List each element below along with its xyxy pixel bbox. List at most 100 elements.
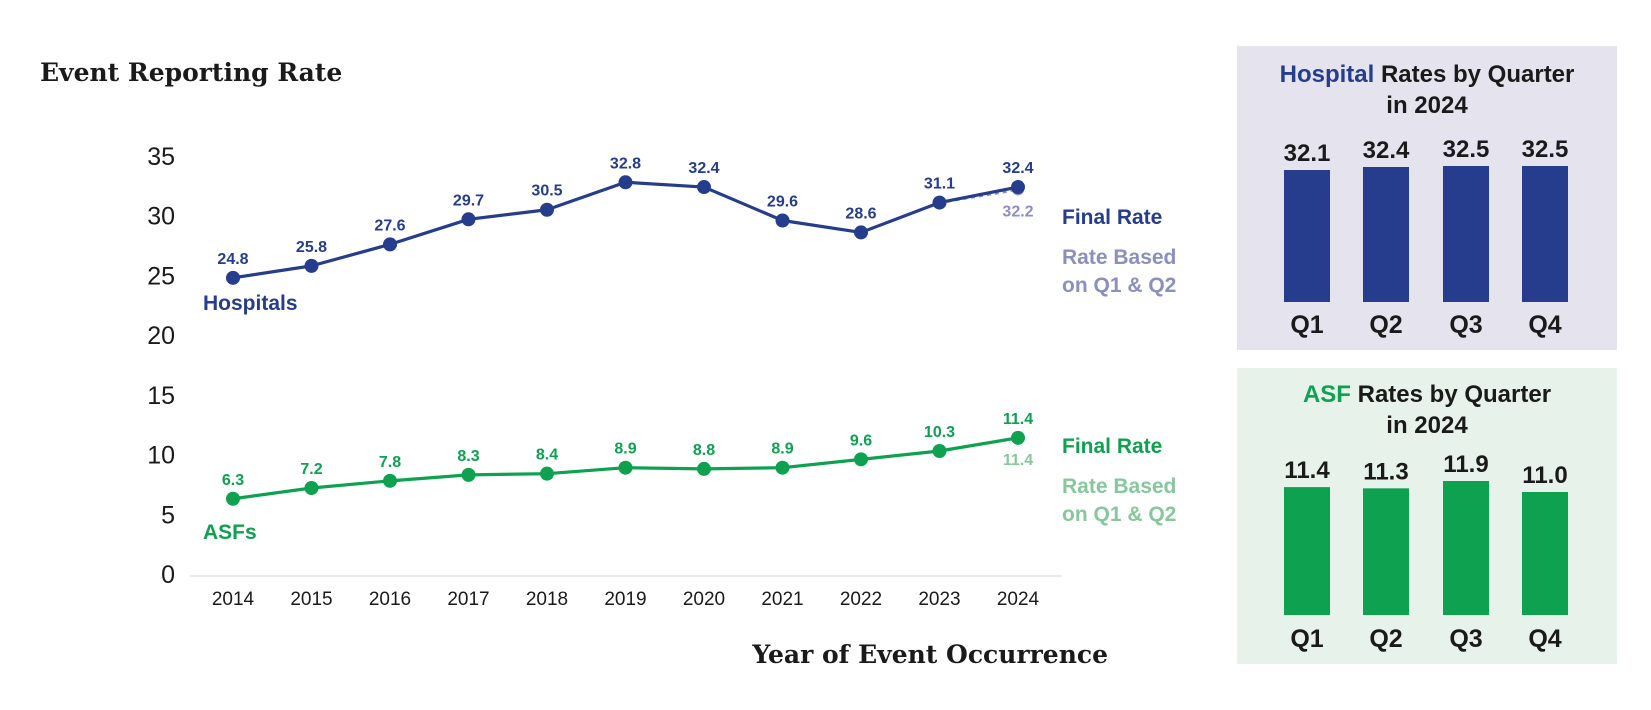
- asf-data-point: [854, 452, 868, 467]
- asf-bar: [1522, 492, 1568, 615]
- asf-prelim-rate-label-line1: Rate Based: [1062, 475, 1176, 498]
- line-chart-plot: 0 5 10 15 20 25 30 35 2014 2015 2016 2017 2018 2019 20…: [147, 143, 1176, 610]
- hospital-bar-value-label: 32.4: [1363, 137, 1410, 164]
- asf-series-label: ASFs: [203, 521, 257, 544]
- asf-data-label: 10.3: [924, 424, 955, 441]
- y-tick-label: 10: [147, 442, 175, 470]
- x-tick-label: 2016: [369, 589, 411, 610]
- y-tick-label: 35: [147, 143, 175, 171]
- x-tick-label: 2015: [290, 589, 332, 610]
- asf-data-label: 8.9: [771, 441, 793, 458]
- asf-bar: [1443, 481, 1489, 615]
- x-tick-label: 2020: [683, 589, 725, 610]
- hospital-data-point: [697, 180, 711, 195]
- hospital-bar: [1522, 166, 1568, 302]
- hospital-data-point: [618, 175, 633, 190]
- asf-final-rate-label: Final Rate: [1062, 435, 1162, 458]
- x-tick-label: 2017: [447, 589, 489, 610]
- hospital-bar: [1443, 166, 1489, 302]
- hospital-data-label: 31.1: [924, 176, 955, 193]
- asf-prelim-value-label: 11.4: [1003, 452, 1033, 469]
- asf-data-label: 8.9: [614, 441, 636, 458]
- hospital-data-point: [540, 202, 554, 217]
- main-chart-title: Event Reporting Rate: [40, 58, 342, 87]
- asf-panel-title-line2: in 2024: [1386, 412, 1468, 439]
- hospital-data-point: [461, 212, 476, 227]
- y-tick-label: 5: [161, 501, 175, 529]
- hospital-prelim-rate-label-line2: on Q1 & Q2: [1062, 274, 1176, 297]
- y-tick-label: 0: [161, 561, 175, 589]
- asf-data-point: [775, 460, 790, 475]
- hospital-line: [232, 180, 1019, 280]
- hospital-data-label: 32.8: [610, 155, 641, 172]
- hospital-quarter-label: Q4: [1528, 311, 1561, 339]
- asf-data-point: [383, 473, 397, 488]
- asf-bar-marks: 11.4 Q1 11.3 Q2 11.9 Q3 11.0 Q4: [1284, 451, 1568, 653]
- asf-bar-value-label: 11.0: [1522, 462, 1567, 489]
- hospital-prelim-line: [939, 187, 1019, 205]
- hospital-data-label: 32.4: [1002, 160, 1033, 177]
- hospital-data-point: [932, 195, 947, 210]
- asf-panel-title-rest: Rates by Quarter: [1351, 381, 1551, 408]
- asf-data-label: 8.8: [693, 442, 715, 459]
- x-tick-label: 2018: [526, 589, 568, 610]
- asf-data-point: [932, 443, 947, 458]
- x-axis-title: Year of Event Occurrence: [751, 640, 1108, 669]
- hospital-quarter-label: Q1: [1290, 311, 1323, 339]
- hospital-bar-value-label: 32.5: [1443, 136, 1490, 163]
- x-tick-label: 2021: [761, 589, 803, 610]
- asf-data-point: [1011, 430, 1025, 445]
- hospital-data-label: 30.5: [531, 183, 562, 200]
- hospital-data-point: [304, 258, 319, 273]
- asf-quarter-label: Q4: [1528, 625, 1561, 653]
- hospital-data-point: [383, 237, 397, 252]
- y-tick-label: 25: [147, 262, 175, 290]
- asf-quarterly-panel: ASF Rates by Quarter in 2024 11.4 Q1 11.3 Q…: [1237, 368, 1617, 664]
- hospital-quarter-label: Q2: [1369, 311, 1402, 339]
- y-tick-label: 15: [147, 382, 175, 410]
- hospital-data-point: [1011, 180, 1025, 195]
- asf-quarter-label: Q2: [1369, 625, 1402, 653]
- hospital-panel-title: Hospital Rates by Quarter: [1280, 61, 1575, 88]
- hospital-data-label: 29.7: [453, 192, 484, 209]
- asf-quarter-label: Q3: [1449, 625, 1482, 653]
- x-tick-label: 2024: [997, 589, 1040, 610]
- asf-data-point: [461, 467, 476, 482]
- hospital-panel-title-line2: in 2024: [1386, 92, 1468, 119]
- asf-bar: [1363, 488, 1409, 615]
- hospital-panel-title-highlight: Hospital: [1280, 61, 1375, 88]
- asf-prelim-rate-label-line2: on Q1 & Q2: [1062, 503, 1176, 526]
- hospital-data-point: [775, 213, 790, 228]
- x-tick-label: 2023: [918, 589, 960, 610]
- asf-data-point: [618, 460, 633, 475]
- hospital-quarter-label: Q3: [1449, 311, 1482, 339]
- asf-bar-value-label: 11.9: [1443, 451, 1488, 478]
- asf-data-label: 11.4: [1003, 411, 1033, 428]
- hospital-data-label: 24.8: [217, 251, 248, 268]
- asf-data-point: [540, 466, 554, 481]
- asf-data-label: 6.3: [222, 472, 244, 489]
- asf-panel-title-highlight: ASF: [1303, 381, 1351, 408]
- hospital-bar-value-label: 32.5: [1522, 136, 1569, 163]
- asf-bar-value-label: 11.3: [1363, 458, 1408, 485]
- x-tick-label: 2014: [212, 589, 255, 610]
- hospital-data-label: 28.6: [845, 205, 876, 222]
- asf-quarter-label: Q1: [1290, 625, 1323, 653]
- x-tick-label: 2022: [840, 589, 882, 610]
- asf-data-point: [304, 481, 319, 496]
- asf-data-label: 8.4: [536, 447, 558, 464]
- y-tick-label: 20: [147, 322, 175, 350]
- hospital-data-label: 25.8: [296, 239, 327, 256]
- hospital-data-label: 29.6: [767, 193, 798, 210]
- asf-data-label: 8.3: [457, 448, 479, 465]
- hospital-bar-value-label: 32.1: [1284, 140, 1331, 167]
- hospital-panel-title-rest: Rates by Quarter: [1374, 61, 1574, 88]
- hospital-quarterly-panel: Hospital Rates by Quarter in 2024 32.1 Q1…: [1237, 46, 1617, 350]
- x-tick-label: 2019: [604, 589, 646, 610]
- asf-data-label: 7.8: [379, 454, 401, 471]
- asf-panel-title: ASF Rates by Quarter: [1303, 381, 1551, 408]
- hospital-bar: [1363, 167, 1409, 302]
- hospital-prelim-rate-label-line1: Rate Based: [1062, 246, 1176, 269]
- hospital-data-label: 27.6: [374, 217, 405, 234]
- asf-data-point: [697, 461, 711, 476]
